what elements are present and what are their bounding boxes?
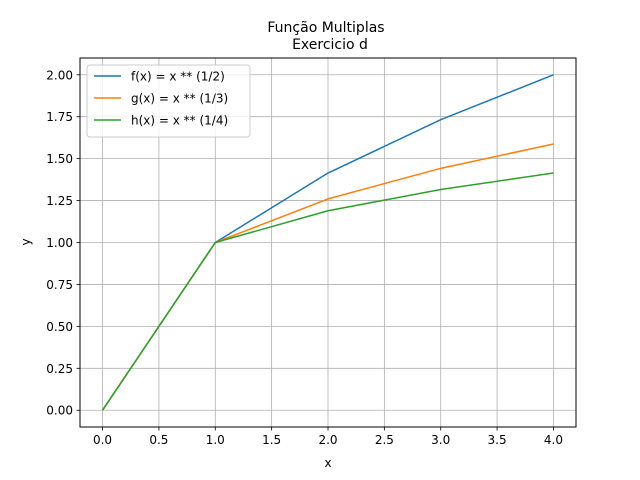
x-tick-label: 4.0 [544, 433, 563, 447]
y-tick-label: 1.25 [46, 194, 73, 208]
y-tick-label: 0.50 [46, 320, 73, 334]
y-tick-label: 1.00 [46, 236, 73, 250]
y-tick-label: 2.00 [46, 68, 73, 82]
legend-label: h(x) = x ** (1/4) [131, 114, 228, 128]
chart-title: Função Multiplas [267, 20, 384, 36]
legend-box [86, 64, 251, 138]
legend-label: f(x) = x ** (1/2) [131, 70, 225, 84]
x-tick-label: 0.5 [149, 433, 168, 447]
y-tick-label: 0.25 [46, 362, 73, 376]
y-tick-label: 1.50 [46, 152, 73, 166]
y-tick-label: 1.75 [46, 110, 73, 124]
ticks: 0.0 0.5 1.0 1.5 2.0 2.5 3.0 3.5 4.0 0.00 0.25 0.50 0… [46, 68, 563, 447]
x-tick-label: 3.5 [488, 433, 507, 447]
legend-label: g(x) = x ** (1/3) [131, 92, 228, 106]
x-tick-label: 2.0 [318, 433, 337, 447]
x-tick-label: 3.0 [431, 433, 450, 447]
chart-subtitle: Exercicio d [292, 37, 368, 53]
x-tick-label: 1.5 [262, 433, 281, 447]
x-tick-label: 2.5 [375, 433, 394, 447]
x-tick-label: 1.0 [206, 433, 225, 447]
x-axis-label: x [324, 456, 331, 470]
plot-lines [101, 74, 554, 411]
y-tick-label: 0.75 [46, 278, 73, 292]
x-tick-label: 0.0 [93, 433, 112, 447]
y-tick-label: 0.00 [46, 404, 73, 418]
series-line-3 [101, 172, 554, 411]
legend: f(x) = x ** (1/2) g(x) = x ** (1/3) h(x) =… [86, 64, 251, 138]
y-axis-label: y [19, 238, 33, 245]
grid [80, 58, 576, 427]
